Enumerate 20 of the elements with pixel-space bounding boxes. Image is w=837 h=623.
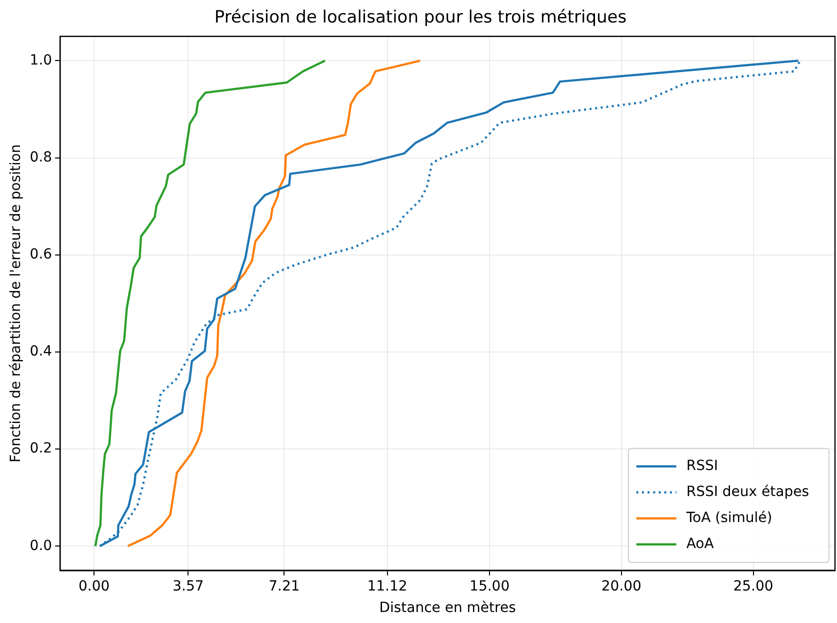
x-tick-label: 11.12 [367, 578, 408, 594]
legend-label: AoA [686, 536, 714, 552]
legend-label: RSSI [686, 458, 718, 474]
y-tick-label: 0.4 [30, 344, 52, 360]
x-tick-label: 7.21 [268, 578, 300, 594]
y-tick-label: 0.0 [30, 538, 52, 554]
y-tick-label: 0.6 [30, 246, 52, 262]
x-tick-label: 25.00 [733, 578, 774, 594]
y-tick-label: 1.0 [30, 52, 52, 68]
y-axis-title: Fonction de répartition de l'erreur de position [8, 144, 24, 462]
x-tick-label: 15.00 [470, 578, 510, 594]
x-tick-label: 3.57 [172, 578, 204, 594]
chart-title: Précision de localisation pour les trois métriques [214, 8, 627, 28]
y-tick-label: 0.8 [30, 149, 52, 166]
x-axis-title: Distance en mètres [379, 600, 516, 616]
y-tick-label: 0.2 [30, 440, 52, 457]
x-tick-label: 0.00 [78, 578, 110, 594]
legend-label: RSSI deux étapes [686, 484, 810, 500]
x-tick-label: 20.00 [601, 578, 642, 594]
legend-label: ToA (simulé) [685, 510, 772, 526]
